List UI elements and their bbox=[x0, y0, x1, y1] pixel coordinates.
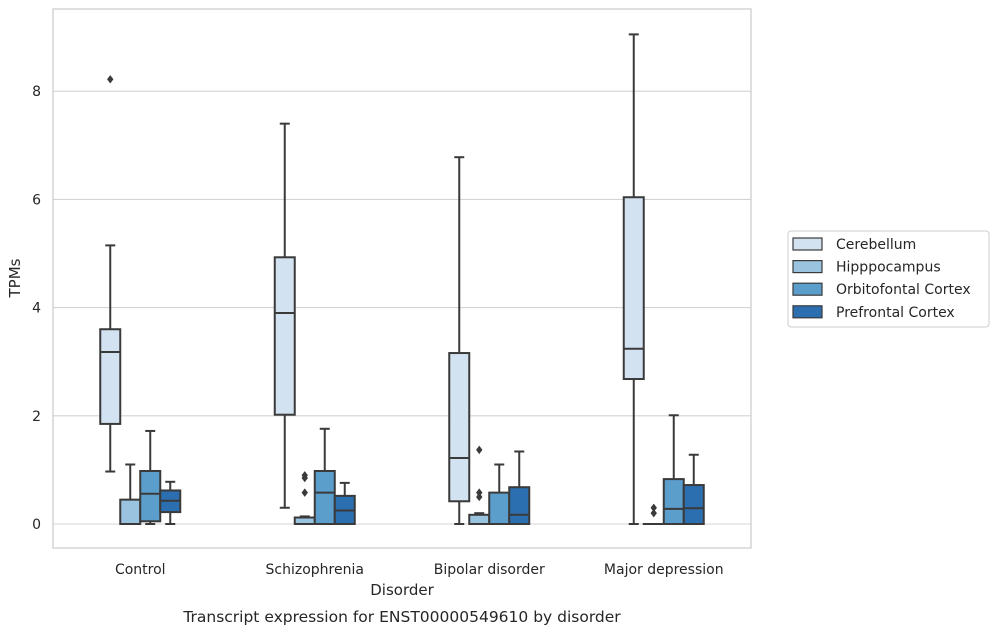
y-tick-labels: 0 2 4 6 8 bbox=[32, 84, 41, 533]
box-schizophrenia-hipppocampus bbox=[293, 471, 316, 525]
y-tick-label: 8 bbox=[32, 84, 41, 100]
iqr-box bbox=[139, 469, 162, 523]
chart-caption: Transcript expression for ENST0000054961… bbox=[182, 608, 621, 626]
iqr-box bbox=[508, 486, 531, 526]
legend-label: Prefrontal Cortex bbox=[836, 305, 955, 321]
legend-label: Orbitofontal Cortex bbox=[836, 282, 971, 298]
box-major-depression-prefrontal-cortex bbox=[682, 453, 705, 526]
box-bipolar-disorder-hipppocampus bbox=[468, 445, 491, 525]
box-schizophrenia-prefrontal-cortex bbox=[333, 481, 356, 526]
iqr-box bbox=[119, 498, 142, 525]
box-schizophrenia-cerebellum bbox=[273, 122, 296, 509]
x-tick-label: Major depression bbox=[604, 562, 724, 578]
legend-swatch bbox=[792, 282, 823, 296]
legend-swatch bbox=[792, 260, 823, 274]
box-control-hipppocampus bbox=[119, 463, 142, 525]
box-bipolar-disorder-prefrontal-cortex bbox=[508, 450, 531, 526]
legend: Cerebellum Hipppocampus Orbitofontal Corte… bbox=[787, 230, 990, 328]
box-major-depression-orbitofontal-cortex bbox=[662, 414, 685, 525]
box-marks bbox=[99, 33, 705, 526]
legend-label: Cerebellum bbox=[836, 237, 916, 253]
iqr-box bbox=[488, 491, 511, 526]
box-schizophrenia-orbitofontal-cortex bbox=[313, 427, 336, 525]
iqr-box bbox=[662, 478, 685, 525]
outlier-point bbox=[301, 488, 308, 497]
outlier-point bbox=[476, 445, 483, 455]
y-tick-label: 0 bbox=[32, 517, 41, 533]
box-bipolar-disorder-cerebellum bbox=[448, 156, 471, 525]
grid-lines bbox=[53, 90, 751, 525]
box-bipolar-disorder-orbitofontal-cortex bbox=[488, 463, 511, 526]
y-tick-label: 2 bbox=[32, 409, 41, 425]
x-tick-label: Schizophrenia bbox=[266, 562, 364, 578]
y-axis-title: TPMs bbox=[6, 258, 24, 298]
x-tick-label: Control bbox=[115, 562, 166, 578]
outlier-point bbox=[476, 488, 483, 497]
legend-swatch bbox=[792, 237, 823, 251]
y-tick-label: 6 bbox=[32, 192, 41, 208]
outlier-point bbox=[301, 471, 308, 480]
legend-item: Cerebellum bbox=[792, 237, 916, 253]
outlier-point bbox=[476, 492, 483, 502]
legend-swatch bbox=[792, 305, 823, 319]
legend-frame bbox=[787, 230, 990, 328]
box-major-depression-cerebellum bbox=[622, 33, 645, 525]
box-control-cerebellum bbox=[99, 75, 122, 473]
plot-frame bbox=[52, 8, 752, 549]
x-tick-labels: Control Schizophrenia Bipolar disorder Majo… bbox=[115, 562, 724, 578]
iqr-box bbox=[682, 484, 705, 526]
y-tick-label: 4 bbox=[32, 301, 41, 317]
outlier-point bbox=[107, 75, 114, 84]
iqr-box bbox=[468, 513, 491, 525]
legend-item: Prefrontal Cortex bbox=[792, 305, 955, 321]
iqr-box bbox=[273, 256, 296, 416]
box-control-orbitofontal-cortex bbox=[139, 429, 162, 525]
legend-label: Hipppocampus bbox=[836, 260, 941, 276]
outlier-point bbox=[650, 503, 657, 512]
box-major-depression-hipppocampus bbox=[642, 503, 665, 526]
legend-item: Hipppocampus bbox=[792, 260, 941, 276]
legend-item: Orbitofontal Cortex bbox=[792, 282, 971, 298]
x-tick-label: Bipolar disorder bbox=[434, 562, 545, 578]
iqr-box bbox=[448, 352, 471, 503]
iqr-box bbox=[622, 196, 645, 381]
outlier-point bbox=[650, 508, 657, 518]
x-axis-title: Disorder bbox=[370, 581, 434, 599]
iqr-box bbox=[99, 328, 122, 425]
box-control-prefrontal-cortex bbox=[159, 480, 182, 525]
iqr-box bbox=[313, 469, 336, 525]
